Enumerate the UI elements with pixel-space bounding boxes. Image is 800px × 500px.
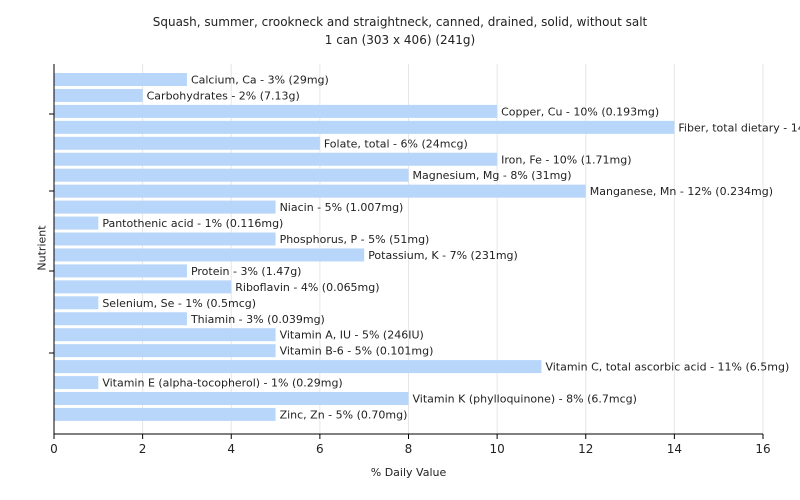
bar [54, 216, 99, 230]
bar-label: Manganese, Mn - 12% (0.234mg) [590, 185, 773, 198]
bar-label: Iron, Fe - 10% (1.71mg) [501, 153, 631, 166]
bar [54, 168, 409, 182]
x-tick-label: 12 [578, 442, 593, 456]
x-tick-label: 0 [50, 442, 58, 456]
x-tick-label: 10 [489, 442, 504, 456]
bar-label: Vitamin B-6 - 5% (0.101mg) [280, 345, 434, 358]
bar [54, 360, 542, 374]
bar [54, 136, 320, 150]
bar-label: Thiamin - 3% (0.039mg) [190, 313, 325, 326]
bar-label: Zinc, Zn - 5% (0.70mg) [280, 408, 408, 421]
bar-label: Magnesium, Mg - 8% (31mg) [413, 169, 572, 182]
bar-label: Riboflavin - 4% (0.065mg) [235, 281, 379, 294]
bar [54, 376, 99, 390]
bar [54, 120, 675, 134]
bar [54, 88, 143, 102]
x-tick-label: 6 [316, 442, 324, 456]
x-axis-label: % Daily Value [370, 466, 447, 479]
bar [54, 232, 276, 246]
bar [54, 392, 409, 405]
bar-label: Vitamin E (alpha-tocopherol) - 1% (0.29m… [102, 377, 342, 390]
bar-label: Calcium, Ca - 3% (29mg) [191, 74, 329, 87]
bar-label: Pantothenic acid - 1% (0.116mg) [102, 217, 283, 230]
bar-label: Vitamin A, IU - 5% (246IU) [280, 329, 424, 342]
chart-subtitle: 1 can (303 x 406) (241g) [324, 33, 476, 47]
bar [54, 280, 232, 294]
bar-label: Niacin - 5% (1.007mg) [280, 201, 404, 214]
bar-label: Protein - 3% (1.47g) [191, 265, 302, 278]
bar [54, 264, 187, 278]
chart-title: Squash, summer, crookneck and straightne… [152, 15, 648, 29]
bar-label: Phosphorus, P - 5% (51mg) [280, 233, 430, 246]
bar-label: Vitamin K (phylloquinone) - 8% (6.7mcg) [413, 393, 637, 406]
bar-label: Vitamin C, total ascorbic acid - 11% (6.… [545, 361, 789, 374]
x-tick-label: 2 [139, 442, 147, 456]
bar [54, 312, 187, 326]
bar [54, 184, 586, 198]
bar-label: Carbohydrates - 2% (7.13g) [147, 89, 300, 102]
bar [54, 152, 498, 166]
bar [54, 296, 99, 310]
bar-label: Fiber, total dietary - 14% (3.4g) [678, 121, 800, 134]
y-axis-label: Nutrient [35, 225, 49, 271]
bar-label: Folate, total - 6% (24mcg) [324, 137, 468, 150]
x-tick-label: 4 [227, 442, 235, 456]
bar-label: Potassium, K - 7% (231mg) [368, 249, 518, 262]
bar-label: Selenium, Se - 1% (0.5mcg) [102, 297, 256, 310]
bar [54, 407, 276, 421]
bar-label: Copper, Cu - 10% (0.193mg) [501, 105, 659, 118]
bar [54, 328, 276, 342]
x-tick-label: 16 [755, 442, 770, 456]
bar [54, 248, 365, 262]
bar [54, 344, 276, 358]
bar [54, 104, 498, 118]
x-tick-label: 8 [405, 442, 413, 456]
bar [54, 73, 187, 86]
x-tick-label: 14 [667, 442, 682, 456]
bar [54, 200, 276, 214]
